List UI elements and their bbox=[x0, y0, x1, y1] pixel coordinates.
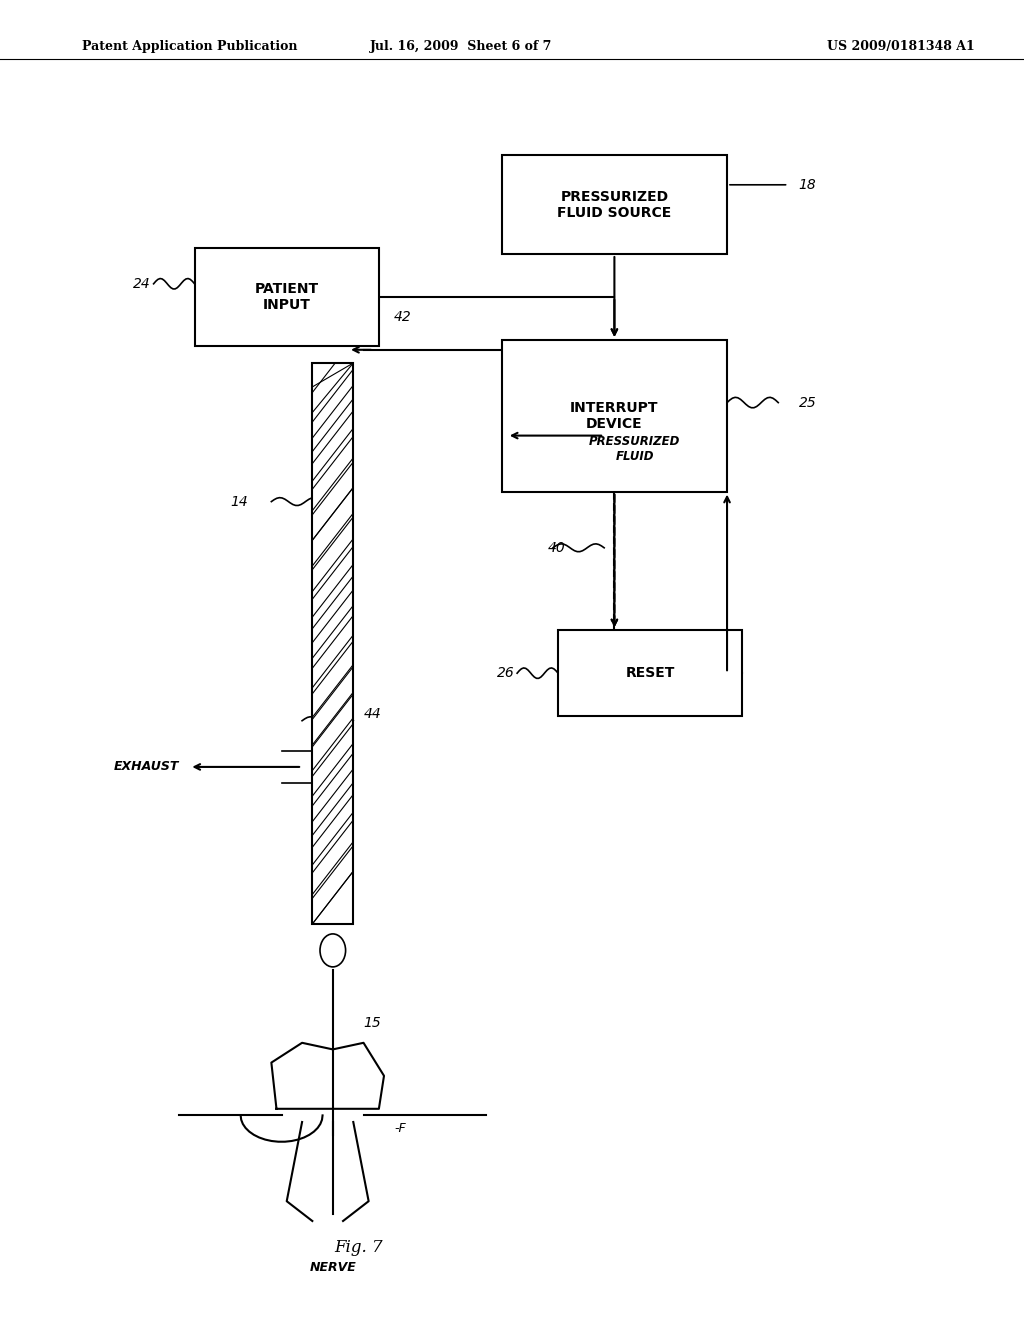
Text: NERVE: NERVE bbox=[309, 1261, 356, 1274]
Text: Patent Application Publication: Patent Application Publication bbox=[82, 40, 297, 53]
Text: -F: -F bbox=[394, 1122, 406, 1135]
Text: Jul. 16, 2009  Sheet 6 of 7: Jul. 16, 2009 Sheet 6 of 7 bbox=[370, 40, 552, 53]
FancyBboxPatch shape bbox=[195, 248, 379, 346]
Text: US 2009/0181348 A1: US 2009/0181348 A1 bbox=[827, 40, 975, 53]
Text: 44: 44 bbox=[364, 708, 381, 721]
Text: 14: 14 bbox=[230, 495, 248, 508]
FancyBboxPatch shape bbox=[312, 363, 353, 924]
Text: PRESSURIZED
FLUID: PRESSURIZED FLUID bbox=[589, 434, 681, 463]
Text: Fig. 7: Fig. 7 bbox=[334, 1239, 383, 1255]
Text: 24: 24 bbox=[133, 277, 151, 290]
Text: 15: 15 bbox=[364, 1016, 381, 1030]
Text: 25: 25 bbox=[799, 396, 816, 409]
FancyBboxPatch shape bbox=[502, 339, 727, 491]
FancyBboxPatch shape bbox=[558, 631, 742, 715]
Text: 42: 42 bbox=[394, 310, 412, 323]
FancyBboxPatch shape bbox=[502, 156, 727, 253]
Text: INTERRUPT
DEVICE: INTERRUPT DEVICE bbox=[570, 401, 658, 430]
Text: 18: 18 bbox=[799, 178, 816, 191]
Text: PATIENT
INPUT: PATIENT INPUT bbox=[255, 282, 318, 312]
Text: PRESSURIZED
FLUID SOURCE: PRESSURIZED FLUID SOURCE bbox=[557, 190, 672, 219]
Text: 26: 26 bbox=[497, 667, 514, 680]
Text: 40: 40 bbox=[548, 541, 565, 554]
Text: RESET: RESET bbox=[626, 667, 675, 680]
Text: EXHAUST: EXHAUST bbox=[114, 760, 179, 774]
